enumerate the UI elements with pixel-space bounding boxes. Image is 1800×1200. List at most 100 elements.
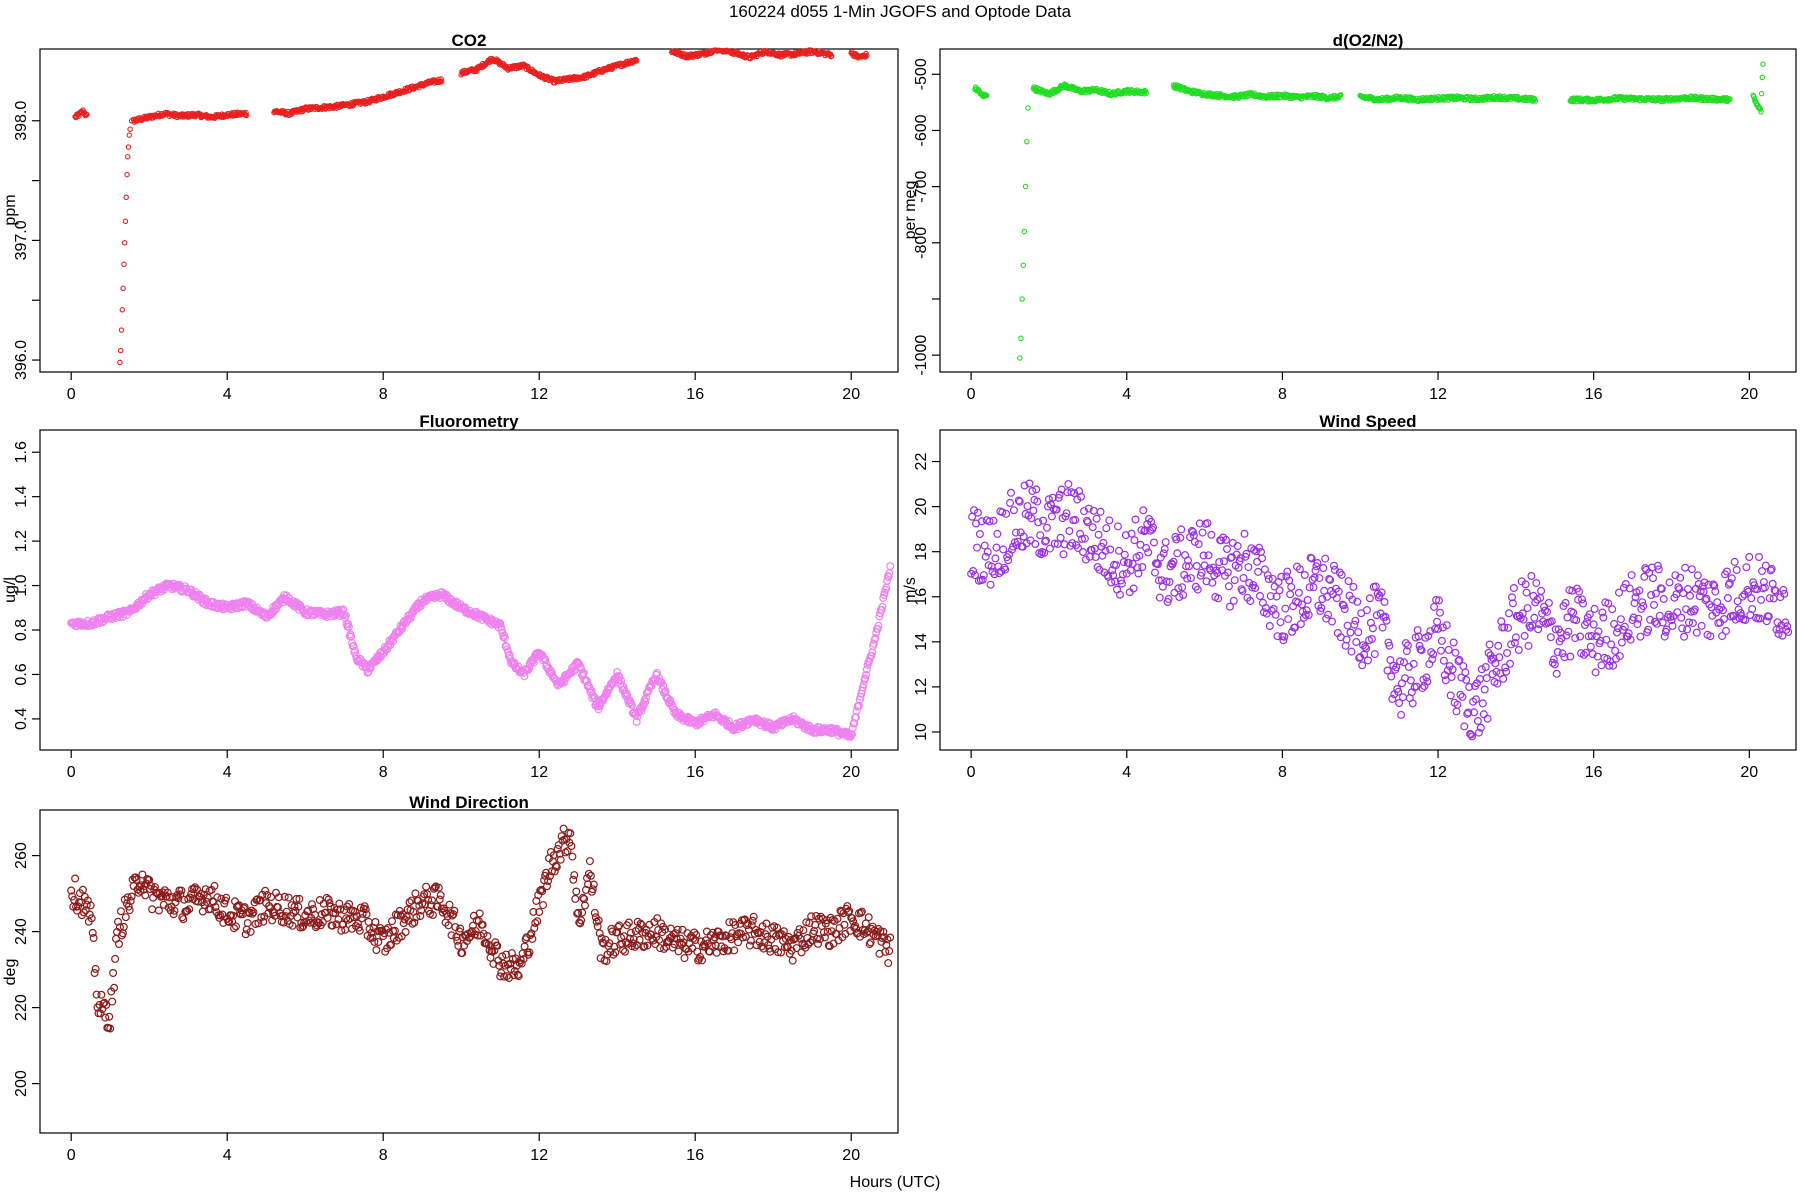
data-point — [122, 218, 129, 225]
data-point — [243, 919, 252, 928]
data-point — [1693, 571, 1702, 580]
x-tick-label: 20 — [842, 1147, 860, 1164]
data-point — [1742, 563, 1751, 572]
data-point — [1275, 586, 1284, 595]
data-point — [1349, 582, 1358, 591]
data-point — [1059, 550, 1068, 559]
panel-fluorometry: Fluorometry ug/l 0 4 8 12 16 200.40.60.81.01.… — [2, 412, 899, 781]
y-tick-label: 0.6 — [13, 663, 30, 685]
panel-title: CO2 — [452, 31, 487, 50]
data-point — [554, 841, 563, 850]
data-point — [1021, 228, 1028, 235]
data-point — [109, 968, 118, 977]
data-point — [105, 1012, 114, 1021]
data-point — [117, 347, 124, 354]
data-points — [72, 47, 870, 366]
data-point — [1131, 515, 1140, 524]
data-point — [1483, 714, 1492, 723]
data-point — [1461, 668, 1470, 677]
data-point — [1150, 568, 1159, 577]
data-point — [1078, 547, 1087, 556]
data-point — [1677, 613, 1686, 622]
data-point — [886, 562, 895, 571]
data-point — [1499, 674, 1508, 683]
data-point — [1473, 716, 1482, 725]
x-tick-label: 0 — [67, 1147, 76, 1164]
data-point — [124, 171, 130, 178]
data-point — [1697, 621, 1706, 630]
plot-frame — [939, 48, 1797, 373]
data-point — [438, 78, 445, 85]
data-point — [1687, 565, 1696, 574]
data-point — [1520, 631, 1529, 640]
data-point — [864, 913, 873, 922]
data-point — [1754, 552, 1763, 561]
x-tick-label: 12 — [1429, 764, 1447, 781]
data-point — [1222, 544, 1231, 553]
data-point — [154, 906, 163, 915]
y-tick-label: 18 — [913, 543, 930, 561]
data-point — [315, 895, 324, 904]
data-point — [1406, 676, 1415, 685]
data-point — [1378, 623, 1387, 632]
y-tick-label: -500 — [913, 58, 930, 90]
x-axis-title: Hours (UTC) — [850, 1174, 941, 1191]
data-point — [1430, 602, 1439, 611]
data-point — [121, 913, 130, 922]
data-point — [148, 905, 157, 914]
y-tick-label: -800 — [913, 227, 930, 259]
data-point — [1005, 498, 1014, 507]
data-point — [1553, 647, 1562, 656]
data-point — [1747, 594, 1756, 603]
data-point — [71, 874, 80, 883]
data-point — [232, 922, 241, 931]
data-point — [975, 529, 984, 538]
data-point — [986, 580, 995, 589]
data-point — [1532, 579, 1541, 588]
data-point — [999, 545, 1008, 554]
data-point — [1649, 600, 1658, 609]
data-point — [1321, 554, 1330, 563]
data-point — [1265, 621, 1274, 630]
data-point — [1485, 640, 1494, 649]
data-point — [678, 925, 687, 934]
data-point — [1256, 547, 1265, 556]
data-point — [111, 954, 120, 963]
data-point — [1115, 590, 1124, 599]
data-point — [1230, 576, 1239, 585]
y-tick-label: 1.2 — [13, 530, 30, 552]
data-point — [1569, 608, 1578, 617]
data-point — [1437, 636, 1446, 645]
data-point — [1586, 642, 1595, 651]
data-point — [91, 964, 100, 973]
data-point — [1480, 685, 1489, 694]
panel-o2n2: d(O2/N2) per meg 0 4 8 12 16 20-1000-800-700-… — [902, 31, 1797, 403]
data-point — [1139, 506, 1148, 515]
data-point — [1018, 335, 1024, 342]
data-point — [1276, 618, 1285, 627]
data-point — [1732, 565, 1741, 574]
y-tick-label: 10 — [913, 723, 930, 741]
x-tick-label: 12 — [530, 764, 548, 781]
data-point — [749, 912, 758, 921]
data-points — [972, 61, 1766, 361]
data-point — [230, 924, 239, 933]
data-point — [572, 887, 581, 896]
data-point — [1204, 551, 1213, 560]
x-tick-label: 16 — [686, 1147, 704, 1164]
data-point — [1616, 615, 1625, 624]
data-point — [1660, 632, 1669, 641]
data-point — [1433, 617, 1442, 626]
data-point — [1408, 699, 1417, 708]
data-point — [1362, 606, 1371, 615]
data-point — [1460, 722, 1469, 731]
data-point — [1509, 583, 1518, 592]
data-point — [1338, 92, 1344, 98]
y-tick-label: 16 — [913, 588, 930, 606]
data-point — [1529, 591, 1538, 600]
data-point — [788, 956, 797, 965]
data-point — [539, 901, 548, 910]
y-axis-label: per meg — [902, 181, 919, 240]
x-tick-label: 16 — [1585, 764, 1603, 781]
data-point — [108, 997, 117, 1006]
